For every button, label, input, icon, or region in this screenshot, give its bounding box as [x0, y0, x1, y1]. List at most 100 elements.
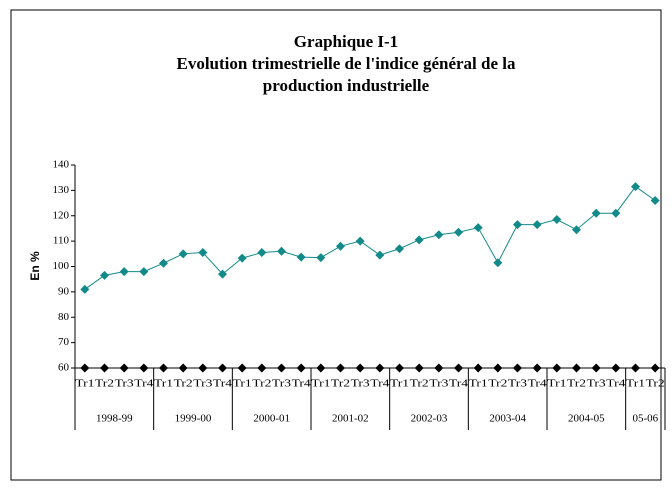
data-point: [355, 363, 365, 373]
data-point: [414, 235, 424, 245]
data-point: [572, 363, 581, 373]
data-point: [611, 208, 621, 218]
data-point: [375, 363, 385, 373]
data-point: [631, 182, 640, 192]
y-tick-label: 60: [58, 362, 70, 374]
data-point: [532, 363, 542, 373]
chart-title: Graphique I-1: [294, 32, 398, 51]
data-point: [218, 269, 227, 279]
x-tick-label: Tr3: [508, 378, 528, 390]
chart-frame: [10, 9, 662, 481]
data-point: [513, 220, 522, 230]
data-point: [395, 244, 404, 254]
x-tick-label: Tr4: [292, 378, 312, 390]
data-point: [336, 363, 345, 373]
data-point: [159, 258, 168, 268]
data-point: [473, 363, 483, 373]
x-tick-label: Tr3: [115, 378, 135, 390]
data-point: [277, 363, 286, 373]
group-label: 2001-02: [332, 413, 369, 425]
x-tick-label: Tr4: [370, 378, 390, 390]
data-point: [591, 363, 601, 373]
x-tick-label: Tr1: [469, 378, 488, 390]
data-point: [178, 249, 188, 259]
data-point: [277, 246, 286, 256]
x-tick-label: Tr4: [449, 378, 469, 390]
data-point: [257, 248, 267, 258]
data-point: [336, 241, 345, 251]
x-tick-label: Tr1: [311, 378, 330, 390]
data-point: [493, 258, 503, 268]
data-point: [296, 363, 306, 373]
y-tick-label: 140: [53, 159, 70, 171]
x-tick-label: Tr2: [646, 378, 665, 390]
data-point: [591, 208, 601, 218]
data-point: [237, 363, 247, 373]
y-axis-label: En %: [28, 251, 42, 281]
chart-title: production industrielle: [263, 76, 430, 95]
y-tick-label: 70: [58, 336, 70, 348]
data-point: [434, 363, 444, 373]
data-point: [316, 363, 326, 373]
group-label: 2004-05: [568, 413, 605, 425]
data-point: [198, 248, 208, 258]
data-point: [572, 225, 581, 235]
data-point: [178, 363, 188, 373]
data-point: [414, 363, 424, 373]
chart-title: Evolution trimestrielle de l'indice géné…: [176, 54, 516, 73]
data-point: [552, 215, 562, 225]
data-point: [631, 363, 640, 373]
x-tick-label: Tr2: [174, 378, 193, 390]
data-point: [119, 267, 129, 277]
y-tick-label: 120: [53, 209, 70, 221]
x-tick-label: Tr4: [134, 378, 154, 390]
group-label: 2002-03: [411, 413, 448, 425]
x-tick-label: Tr2: [95, 378, 114, 390]
group-label: 2000-01: [253, 413, 290, 425]
data-point: [296, 252, 306, 262]
x-tick-label: Tr1: [626, 378, 645, 390]
group-label: 05-06: [632, 413, 658, 425]
x-tick-label: Tr2: [331, 378, 350, 390]
data-point: [611, 363, 621, 373]
data-point: [434, 230, 444, 240]
x-tick-label: Tr1: [547, 378, 566, 390]
data-point: [454, 363, 463, 373]
x-tick-label: Tr3: [351, 378, 371, 390]
data-point: [532, 220, 542, 230]
data-point: [237, 253, 247, 263]
x-tick-label: Tr3: [429, 378, 449, 390]
x-tick-label: Tr2: [488, 378, 507, 390]
data-point: [473, 223, 483, 233]
data-point: [513, 363, 522, 373]
group-label: 1999-00: [175, 413, 212, 425]
data-point: [100, 270, 109, 280]
x-tick-label: Tr3: [193, 378, 213, 390]
data-point: [395, 363, 404, 373]
x-tick-label: Tr1: [390, 378, 409, 390]
data-point: [139, 363, 149, 373]
data-point: [355, 236, 365, 246]
data-point: [650, 196, 660, 206]
data-point: [119, 363, 129, 373]
data-point: [493, 363, 503, 373]
data-point: [198, 363, 208, 373]
y-tick-label: 90: [58, 285, 70, 297]
x-tick-label: Tr4: [606, 378, 626, 390]
x-tick-label: Tr1: [233, 378, 252, 390]
data-point: [552, 363, 562, 373]
data-point: [218, 363, 227, 373]
y-tick-label: 130: [53, 184, 70, 196]
data-point: [100, 363, 109, 373]
data-point: [159, 363, 168, 373]
x-tick-label: Tr1: [75, 378, 94, 390]
x-tick-label: Tr4: [528, 378, 548, 390]
x-tick-label: Tr3: [587, 378, 607, 390]
x-tick-label: Tr2: [252, 378, 271, 390]
x-tick-label: Tr2: [567, 378, 586, 390]
group-label: 2003-04: [489, 413, 526, 425]
x-tick-label: Tr4: [213, 378, 233, 390]
y-tick-label: 110: [53, 235, 70, 247]
x-tick-label: Tr2: [410, 378, 429, 390]
